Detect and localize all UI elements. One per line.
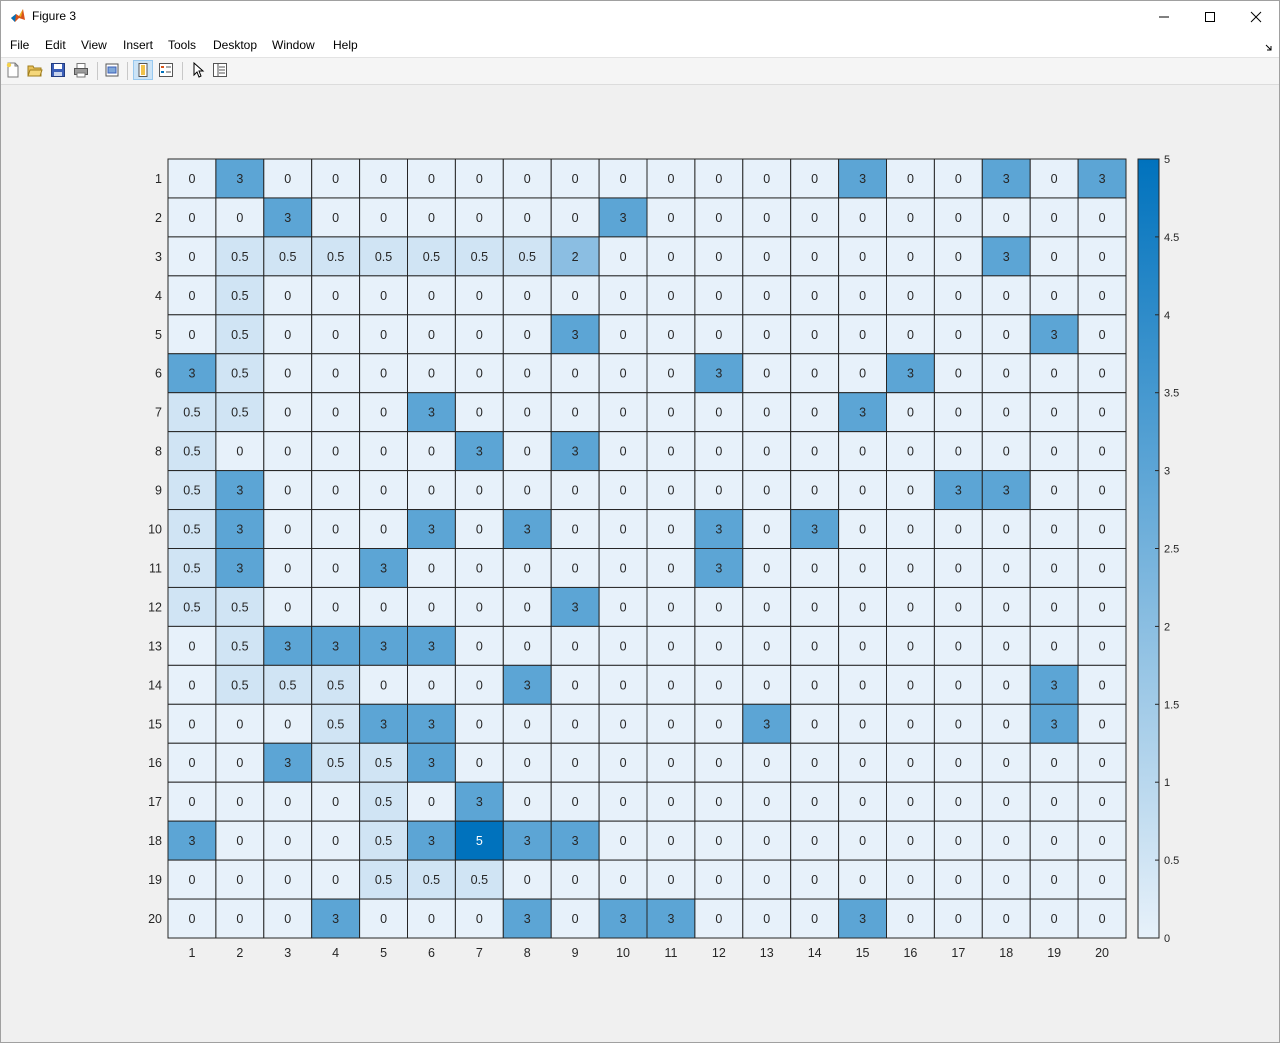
print-icon	[74, 63, 88, 78]
menu-window[interactable]: Window	[272, 38, 315, 52]
menu-insert[interactable]: Insert	[123, 38, 154, 52]
window-title: Figure 3	[32, 9, 77, 23]
print-preview-button[interactable]	[102, 60, 122, 80]
menu-edit[interactable]: Edit	[45, 38, 66, 52]
menu-file[interactable]: File	[10, 38, 30, 52]
menu-desktop[interactable]: Desktop	[213, 38, 258, 52]
link-plot-icon	[138, 63, 148, 77]
property-inspector-button[interactable]	[210, 60, 230, 80]
toolbar-separator	[127, 62, 128, 80]
save-icon	[51, 63, 65, 77]
insert-legend-button[interactable]	[156, 60, 176, 80]
dock-arrow-icon[interactable]	[1265, 39, 1273, 57]
menu-view[interactable]: View	[81, 38, 107, 52]
print-preview-icon	[105, 63, 119, 77]
new-figure-button[interactable]	[3, 60, 23, 80]
open-file-button[interactable]	[25, 60, 45, 80]
figure-canvas[interactable]	[1, 85, 1279, 1042]
minimize-icon	[1159, 16, 1169, 17]
close-icon	[1250, 11, 1262, 22]
minimize-button[interactable]	[1141, 1, 1187, 32]
toolbar-separator	[97, 62, 98, 80]
pointer-icon	[193, 62, 205, 78]
new-file-icon	[6, 62, 19, 78]
menu-bar: File Edit View Insert Tools Desktop Wind…	[1, 32, 1279, 58]
property-inspector-icon	[213, 63, 227, 77]
menu-tools[interactable]: Tools	[168, 38, 197, 52]
folder-open-icon	[27, 65, 43, 77]
figure-toolbar	[1, 58, 1279, 85]
close-button[interactable]	[1233, 1, 1279, 32]
legend-icon	[159, 63, 173, 77]
title-bar: Figure 3	[1, 1, 1279, 32]
link-plot-button[interactable]	[133, 60, 153, 80]
save-figure-button[interactable]	[48, 60, 68, 80]
toolbar-separator	[182, 62, 183, 80]
menu-help[interactable]: Help	[333, 38, 358, 52]
print-figure-button[interactable]	[71, 60, 91, 80]
maximize-icon	[1205, 11, 1215, 22]
maximize-button[interactable]	[1187, 1, 1233, 32]
edit-plot-button[interactable]	[188, 60, 208, 80]
matlab-logo-icon	[10, 8, 26, 24]
